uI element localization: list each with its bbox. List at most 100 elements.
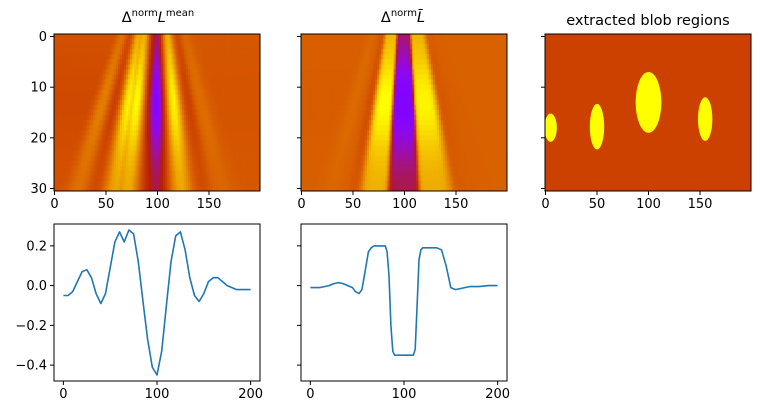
heatmap-cell <box>62 130 65 136</box>
heatmap-cell <box>484 39 487 45</box>
heatmap-cell <box>224 130 228 136</box>
heatmap-cell <box>494 39 498 45</box>
heatmap-cell <box>241 125 244 131</box>
heatmap-cell <box>418 94 421 101</box>
heatmap-cell <box>89 49 92 55</box>
heatmap-cell <box>198 140 201 146</box>
heatmap-cell <box>86 34 90 40</box>
heatmap-cell <box>136 39 139 45</box>
heatmap-cell <box>243 115 246 121</box>
heatmap-cell <box>132 175 135 182</box>
heatmap-cell <box>459 84 463 91</box>
heatmap-cell <box>434 54 438 60</box>
heatmap-cell <box>142 99 146 106</box>
heatmap-cell <box>68 89 71 96</box>
heatmap-cell <box>103 170 106 177</box>
heatmap-cell <box>220 115 224 121</box>
heatmap-cell <box>457 109 461 116</box>
heatmap-cell <box>189 130 193 136</box>
heatmap-cell <box>68 74 71 80</box>
heatmap-cell <box>443 49 446 55</box>
heatmap-cell <box>439 69 442 75</box>
heatmap-cell <box>95 165 98 172</box>
heatmap-cell <box>356 104 360 111</box>
heatmap-cell <box>366 59 370 65</box>
heatmap-cell <box>115 140 119 146</box>
heatmap-cell <box>307 39 310 45</box>
heatmap-cell <box>342 69 345 75</box>
heatmap-cell <box>500 39 504 45</box>
heatmap-cell <box>97 160 100 167</box>
heatmap-cell <box>237 99 240 106</box>
heatmap-cell <box>179 74 183 80</box>
heatmap-cell <box>389 49 393 55</box>
heatmap-cell <box>379 39 382 45</box>
heatmap-cell <box>348 44 351 50</box>
heatmap-cell <box>82 34 86 40</box>
heatmap-cell <box>113 84 117 91</box>
heatmap-cell <box>132 135 135 141</box>
heatmap-cell <box>95 89 98 96</box>
heatmap-cell <box>338 120 341 126</box>
heatmap-cell <box>192 120 195 126</box>
heatmap-cell <box>463 44 467 50</box>
heatmap-cell <box>348 84 351 91</box>
heatmap-cell <box>432 94 436 101</box>
heatmap-cell <box>461 79 465 86</box>
heatmap-cell <box>150 120 154 126</box>
heatmap-cell <box>165 165 168 172</box>
heatmap-cell <box>194 99 197 106</box>
heatmap-cell <box>161 59 164 65</box>
heatmap-cell <box>200 99 203 106</box>
heatmap-cell <box>175 130 178 136</box>
heatmap-cell <box>443 109 446 116</box>
heatmap-cell <box>237 74 240 80</box>
heatmap-cell <box>185 44 189 50</box>
heatmap-cell <box>74 49 78 55</box>
heatmap-cell <box>80 99 84 106</box>
heatmap-cell <box>247 84 251 91</box>
heatmap-cell <box>253 109 257 116</box>
heatmap-cell <box>430 109 434 116</box>
heatmap-row <box>301 69 508 75</box>
heatmap-cell <box>140 49 143 55</box>
heatmap-cell <box>237 165 240 172</box>
heatmap-cell <box>179 69 183 75</box>
heatmap-cell <box>210 44 214 50</box>
heatmap-cell <box>414 59 417 65</box>
heatmap-cell <box>161 150 164 156</box>
heatmap-cell <box>214 34 218 40</box>
heatmap-cell <box>130 135 133 141</box>
heatmap-cell <box>58 185 61 192</box>
heatmap-cell <box>105 104 108 111</box>
heatmap-cell <box>62 99 65 106</box>
heatmap-cell <box>243 160 246 167</box>
heatmap-cell <box>214 135 218 141</box>
heatmap-cell <box>373 94 376 101</box>
heatmap-cell <box>379 109 382 116</box>
heatmap-cell <box>480 109 483 116</box>
heatmap-row <box>54 109 261 116</box>
heatmap-cell <box>463 34 467 40</box>
heatmap-cell <box>169 64 172 70</box>
heatmap-cell <box>210 120 214 126</box>
heatmap-cell <box>484 64 487 70</box>
heatmap-cell <box>128 130 131 136</box>
heatmap-cell <box>177 34 181 40</box>
heatmap-cell <box>420 74 423 80</box>
heatmap-cell <box>54 79 57 86</box>
heatmap-cell <box>109 49 113 55</box>
heatmap-cell <box>325 34 329 40</box>
heatmap-cell <box>189 99 193 106</box>
heatmap-cell <box>183 44 187 50</box>
heatmap-cell <box>397 59 401 65</box>
heatmap-cell <box>233 34 236 40</box>
heatmap-cell <box>202 34 205 40</box>
heatmap-cell <box>354 79 358 86</box>
heatmap-cell <box>105 34 108 40</box>
heatmap-cell <box>189 84 193 91</box>
heatmap-cell <box>414 34 417 40</box>
heatmap-cell <box>140 185 143 192</box>
heatmap-cell <box>136 180 139 187</box>
heatmap-cell <box>72 150 75 156</box>
